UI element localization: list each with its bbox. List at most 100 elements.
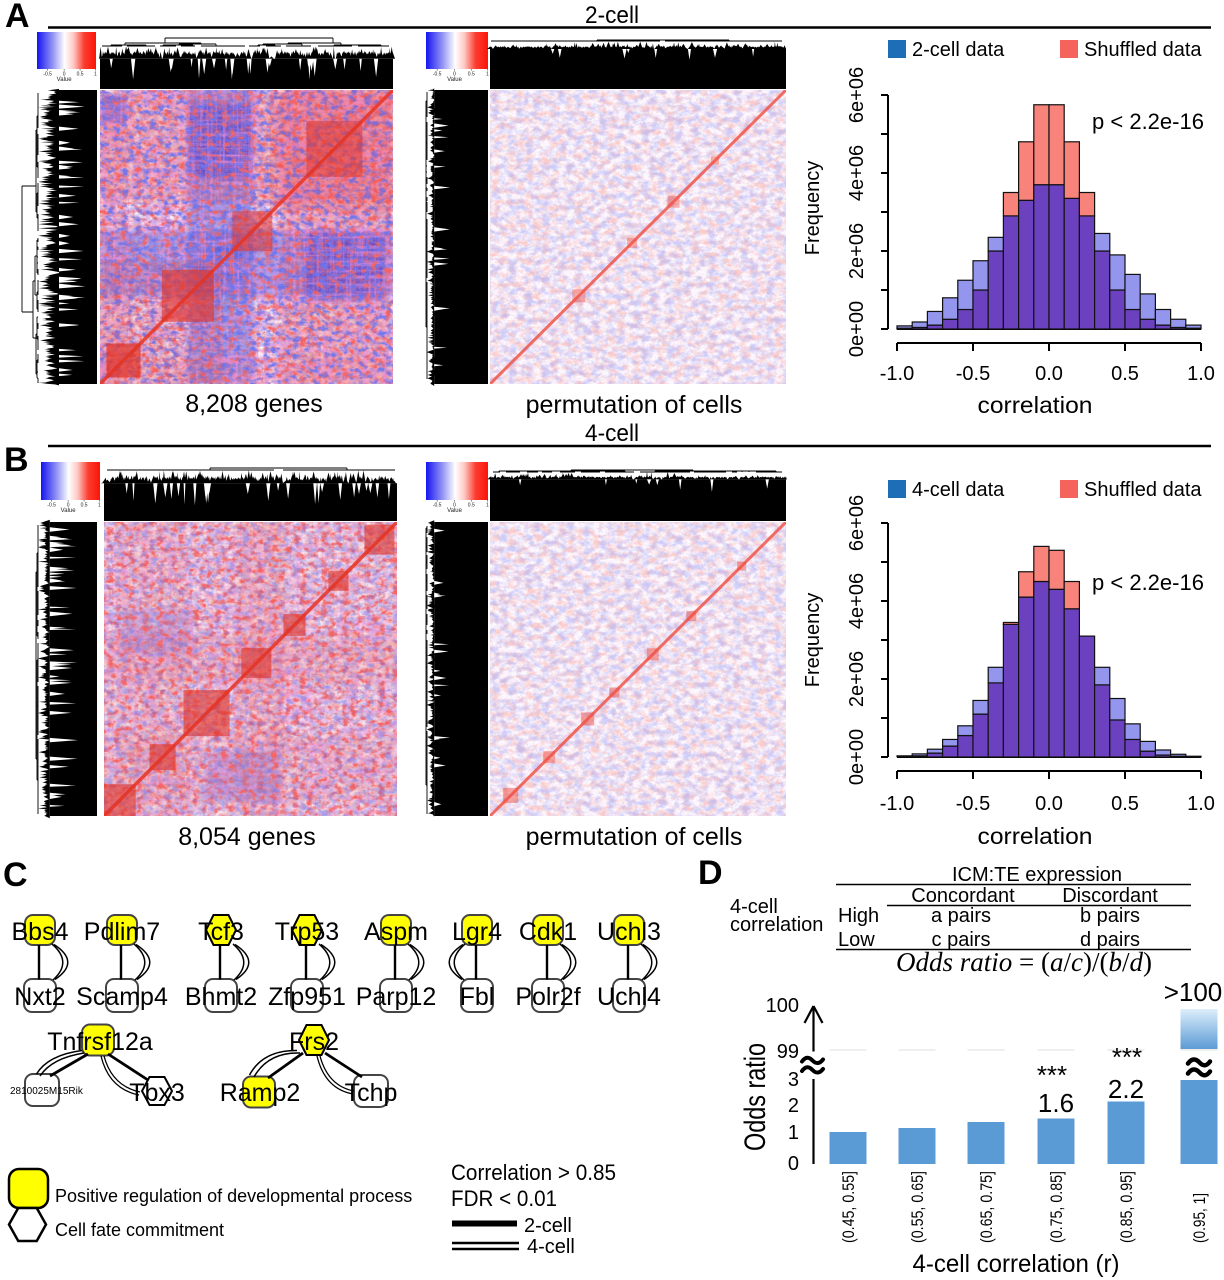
svg-text:Tchp: Tchp xyxy=(345,1079,398,1107)
svg-text:Parp12: Parp12 xyxy=(356,983,437,1011)
svg-text:99: 99 xyxy=(777,1041,799,1063)
svg-text:Ramp2: Ramp2 xyxy=(220,1079,301,1107)
svg-text:Uchl4: Uchl4 xyxy=(597,983,661,1011)
svg-text:Value: Value xyxy=(61,508,77,514)
svg-text:Frequency: Frequency xyxy=(802,161,824,256)
svg-text:a pairs: a pairs xyxy=(931,905,991,927)
svg-text:0: 0 xyxy=(63,72,66,78)
svg-text:Odds ratio = (a/c)/(b/d): Odds ratio = (a/c)/(b/d) xyxy=(896,947,1152,977)
svg-text:ICM:TE expression: ICM:TE expression xyxy=(952,864,1122,886)
svg-text:-0.5: -0.5 xyxy=(47,503,56,509)
svg-text:0: 0 xyxy=(453,72,456,78)
svg-text:Tnfrsf12a: Tnfrsf12a xyxy=(47,1028,153,1056)
svg-text:permutation of cells: permutation of cells xyxy=(526,391,743,419)
svg-text:Frs2: Frs2 xyxy=(289,1028,339,1056)
svg-text:Cdk1: Cdk1 xyxy=(519,918,577,946)
svg-text:4-cell data: 4-cell data xyxy=(912,479,1005,501)
svg-text:correlation: correlation xyxy=(978,392,1093,418)
svg-text:0.5: 0.5 xyxy=(77,72,84,78)
svg-text:1.0: 1.0 xyxy=(1187,793,1215,815)
svg-text:Nxt2: Nxt2 xyxy=(14,983,65,1011)
svg-text:Value: Value xyxy=(447,77,463,83)
svg-text:Tcf3: Tcf3 xyxy=(198,918,244,946)
svg-text:0e+00: 0e+00 xyxy=(846,729,868,785)
svg-text:Shuffled data: Shuffled data xyxy=(1084,479,1202,501)
svg-text:c pairs: c pairs xyxy=(932,929,991,951)
svg-text:6e+06: 6e+06 xyxy=(846,495,868,551)
svg-text:Bbs4: Bbs4 xyxy=(12,918,69,946)
svg-text:(0.65, 0.75]: (0.65, 0.75] xyxy=(977,1171,996,1243)
svg-text:3: 3 xyxy=(788,1069,799,1091)
svg-text:Zfp951: Zfp951 xyxy=(268,983,346,1011)
svg-text:0.5: 0.5 xyxy=(468,503,475,509)
svg-text:(0.95, 1]: (0.95, 1] xyxy=(1190,1193,1209,1243)
svg-text:0: 0 xyxy=(67,503,70,509)
svg-text:4-cell: 4-cell xyxy=(730,896,778,918)
svg-text:Lgr4: Lgr4 xyxy=(452,918,502,946)
svg-text:2e+06: 2e+06 xyxy=(846,223,868,279)
svg-text:D: D xyxy=(698,854,723,892)
svg-text:1: 1 xyxy=(98,503,101,509)
svg-text:0: 0 xyxy=(788,1153,799,1175)
svg-text:-1.0: -1.0 xyxy=(880,363,914,385)
svg-text:Polr2f: Polr2f xyxy=(515,983,580,1011)
svg-text:8,208 genes: 8,208 genes xyxy=(185,390,323,418)
svg-text:2-cell data: 2-cell data xyxy=(912,39,1005,61)
svg-text:4e+06: 4e+06 xyxy=(846,573,868,629)
svg-text:Odds ratio: Odds ratio xyxy=(739,1043,772,1151)
svg-text:1: 1 xyxy=(788,1122,799,1144)
svg-text:b pairs: b pairs xyxy=(1080,905,1140,927)
svg-text:(0.45, 0.55]: (0.45, 0.55] xyxy=(839,1171,858,1243)
svg-text:Discordant: Discordant xyxy=(1062,885,1158,907)
svg-text:4-cell: 4-cell xyxy=(585,420,639,447)
svg-text:(0.55, 0.65]: (0.55, 0.65] xyxy=(908,1171,927,1243)
svg-text:FDR < 0.01: FDR < 0.01 xyxy=(451,1186,557,1211)
svg-text:-0.5: -0.5 xyxy=(956,793,990,815)
svg-text:1: 1 xyxy=(486,72,489,78)
svg-text:8,054 genes: 8,054 genes xyxy=(178,823,316,851)
svg-text:p < 2.2e-16: p < 2.2e-16 xyxy=(1092,570,1204,595)
svg-text:-0.5: -0.5 xyxy=(433,503,442,509)
svg-text:Trp53: Trp53 xyxy=(275,918,339,946)
svg-text:1: 1 xyxy=(486,503,489,509)
svg-text:2e+06: 2e+06 xyxy=(846,651,868,707)
svg-text:2810025M15Rik: 2810025M15Rik xyxy=(10,1086,84,1097)
svg-text:-0.5: -0.5 xyxy=(956,363,990,385)
svg-text:correlation: correlation xyxy=(730,914,823,936)
svg-text:Concordant: Concordant xyxy=(911,885,1015,907)
svg-text:B: B xyxy=(4,441,29,479)
svg-text:Value: Value xyxy=(57,77,73,83)
svg-text:Frequency: Frequency xyxy=(802,593,824,688)
svg-text:-0.5: -0.5 xyxy=(433,72,442,78)
svg-text:0e+00: 0e+00 xyxy=(846,301,868,357)
svg-text:>100: >100 xyxy=(1164,977,1223,1007)
svg-text:0.5: 0.5 xyxy=(468,72,475,78)
svg-text:1: 1 xyxy=(94,72,97,78)
svg-text:0.5: 0.5 xyxy=(1111,363,1139,385)
svg-text:p < 2.2e-16: p < 2.2e-16 xyxy=(1092,109,1204,134)
svg-text:4-cell: 4-cell xyxy=(527,1236,575,1258)
svg-text:C: C xyxy=(3,856,28,894)
svg-text:Cell fate commitment: Cell fate commitment xyxy=(55,1220,224,1240)
svg-text:1.0: 1.0 xyxy=(1187,363,1215,385)
svg-text:Scamp4: Scamp4 xyxy=(76,983,168,1011)
svg-text:Positive regulation of develop: Positive regulation of developmental pro… xyxy=(55,1186,412,1206)
svg-text:Uchl3: Uchl3 xyxy=(597,918,661,946)
svg-text:Shuffled data: Shuffled data xyxy=(1084,39,1202,61)
svg-text:Pdlim7: Pdlim7 xyxy=(84,918,160,946)
svg-text:(0.85, 0.95]: (0.85, 0.95] xyxy=(1117,1171,1136,1243)
svg-text:4-cell correlation (r): 4-cell correlation (r) xyxy=(913,1250,1120,1278)
svg-text:2.2: 2.2 xyxy=(1108,1074,1144,1104)
svg-text:Tbx3: Tbx3 xyxy=(129,1079,185,1107)
svg-text:6e+06: 6e+06 xyxy=(846,67,868,123)
svg-text:100: 100 xyxy=(766,995,799,1017)
svg-text:2: 2 xyxy=(788,1095,799,1117)
svg-text:permutation of cells: permutation of cells xyxy=(526,823,743,851)
svg-text:High: High xyxy=(838,905,879,927)
svg-text:-1.0: -1.0 xyxy=(880,793,914,815)
svg-text:0.0: 0.0 xyxy=(1035,363,1063,385)
svg-text:-0.5: -0.5 xyxy=(43,72,52,78)
svg-text:0: 0 xyxy=(453,503,456,509)
svg-text:(0.75, 0.85]: (0.75, 0.85] xyxy=(1047,1171,1066,1243)
svg-text:Bhmt2: Bhmt2 xyxy=(185,983,257,1011)
